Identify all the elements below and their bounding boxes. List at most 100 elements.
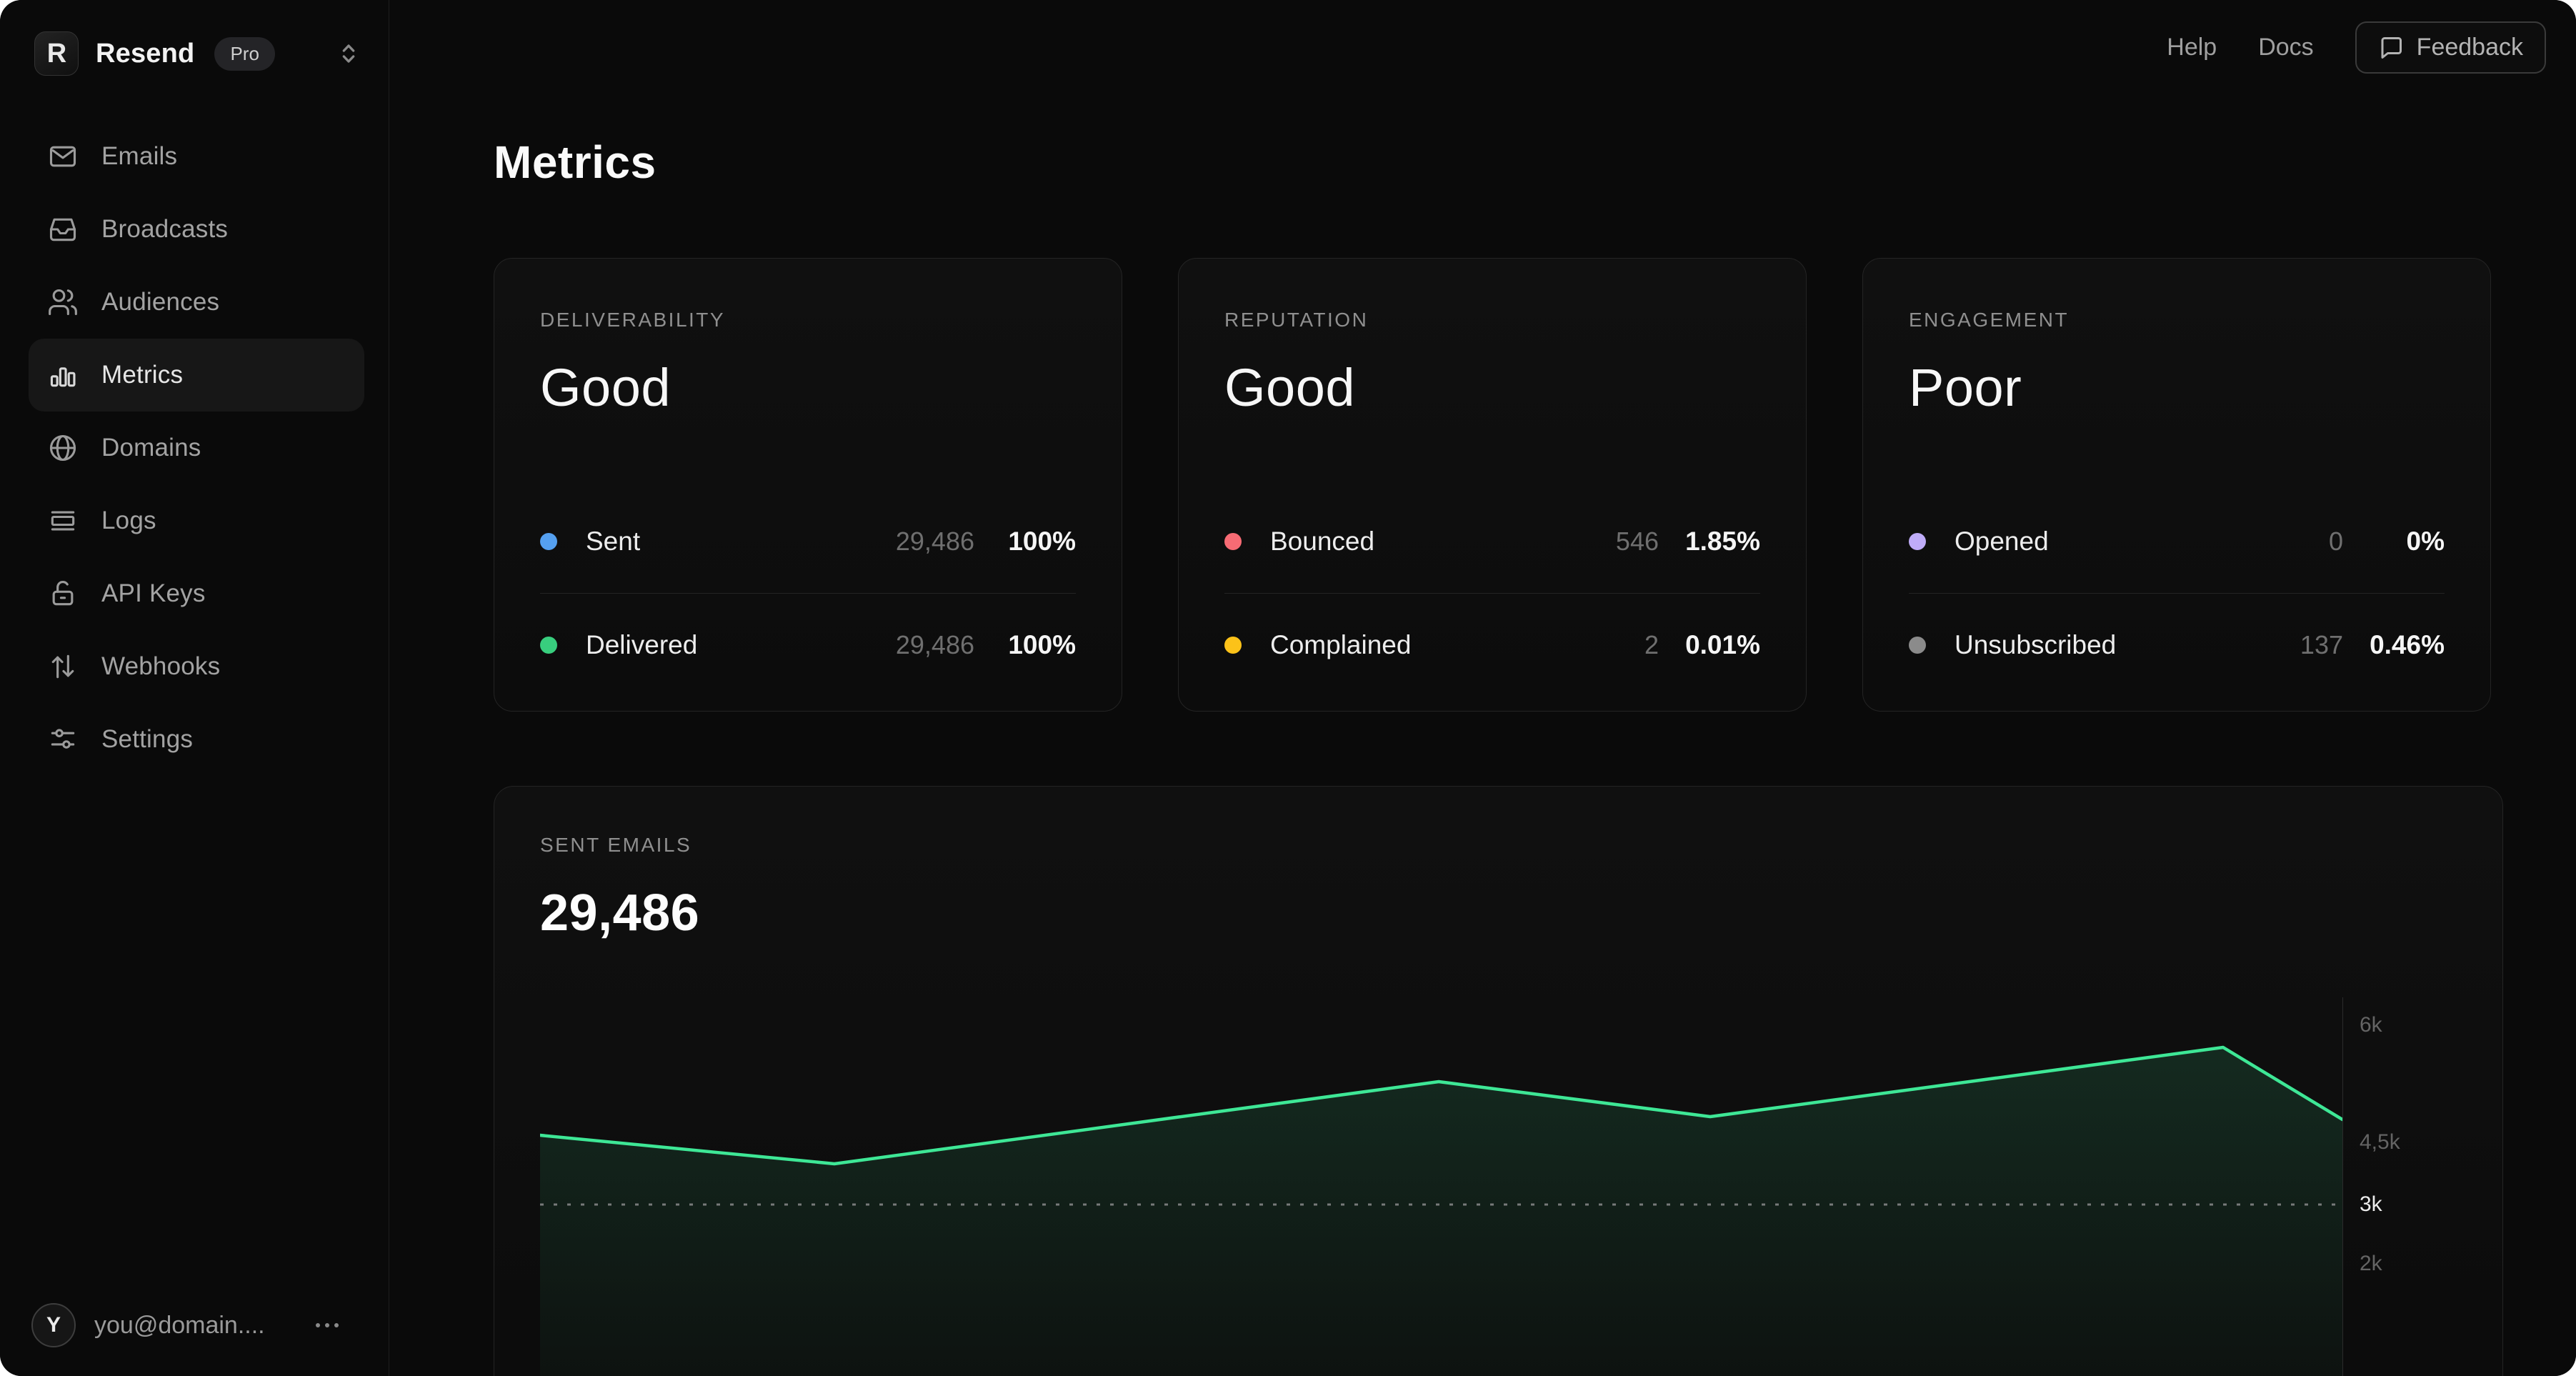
help-link[interactable]: Help [2167,34,2217,61]
resend-logo: R [34,31,79,76]
avatar-initial: Y [46,1313,61,1337]
sidebar-item-metrics[interactable]: Metrics [29,339,364,412]
metric-row-delivered: Delivered 29,486 100% [540,613,1076,677]
sidebar-item-domains[interactable]: Domains [29,412,364,484]
engagement-card: ENGAGEMENT Poor Opened 0 0% Unsubscribed [1862,258,2491,712]
sliders-icon [47,724,79,755]
unfold-chevrons-icon[interactable] [334,39,363,68]
chart-area-fill [540,1047,2342,1376]
sidebar-item-settings[interactable]: Settings [29,703,364,776]
feedback-button[interactable]: Feedback [2355,21,2546,74]
ellipsis-icon[interactable] [309,1316,346,1335]
metric-count: 29,486 [895,527,974,556]
y-axis-ticks: 6k 4,5k 3k 2k [2360,997,2488,1376]
card-category: REPUTATION [1224,309,1369,331]
sidebar-item-api-keys[interactable]: API Keys [29,557,364,630]
topbar: Help Docs Feedback [2167,21,2546,74]
bar-chart-icon [47,359,79,391]
metric-label: Sent [586,527,641,556]
metric-count: 29,486 [895,630,974,659]
bounced-dot [1224,533,1242,550]
sidebar-item-label: API Keys [101,579,206,607]
card-category: ENGAGEMENT [1909,309,2070,331]
y-axis-tick: 6k [2360,1013,2382,1037]
metric-row-sent: Sent 29,486 100% [540,509,1076,574]
sidebar-item-logs[interactable]: Logs [29,484,364,557]
chart-category: SENT EMAILS [540,834,692,856]
arrows-up-down-icon [47,651,79,682]
reputation-card: REPUTATION Good Bounced 546 1.85% Compla… [1178,258,1807,712]
workspace-switcher[interactable]: R Resend Pro [34,31,363,76]
user-menu[interactable]: Y you@domain.... [31,1303,346,1347]
deliverability-card: DELIVERABILITY Good Sent 29,486 100% Del… [494,258,1122,712]
chart-total: 29,486 [540,884,700,942]
sidebar-item-label: Emails [101,142,178,170]
plan-badge: Pro [214,36,275,71]
resend-logo-glyph: R [46,38,66,69]
metric-label: Delivered [586,630,698,659]
metric-percent: 0% [2406,527,2445,556]
stat-cards: DELIVERABILITY Good Sent 29,486 100% Del… [494,258,2491,712]
sent-dot [540,533,557,550]
sidebar-item-label: Domains [101,434,201,462]
y-axis-line [2342,997,2343,1376]
envelope-icon [47,141,79,172]
sidebar-item-broadcasts[interactable]: Broadcasts [29,193,364,266]
globe-icon [47,432,79,464]
brand-name: Resend [96,38,195,69]
page-title: Metrics [494,136,657,188]
chart-line [540,1045,2342,1166]
metric-label: Unsubscribed [1955,630,2117,659]
sent-emails-card: SENT EMAILS 29,486 [494,786,2503,1376]
metric-row-complained: Complained 2 0.01% [1224,613,1760,677]
metric-rows: Bounced 546 1.85% Complained 2 0.01% [1224,509,1760,677]
sidebar-item-label: Webhooks [101,652,221,680]
sent-emails-chart [540,1045,2342,1376]
card-status: Good [1224,358,1356,417]
metric-row-unsubscribed: Unsubscribed 137 0.46% [1909,613,2445,677]
feedback-label: Feedback [2416,34,2523,61]
rows-icon [47,505,79,537]
main-content: Help Docs Feedback Metrics DELIVERABILIT… [389,0,2576,1376]
lock-icon [47,578,79,609]
complained-dot [1224,637,1242,654]
sidebar-item-webhooks[interactable]: Webhooks [29,630,364,703]
sidebar-item-label: Broadcasts [101,215,229,243]
metric-row-opened: Opened 0 0% [1909,509,2445,574]
sent-emails-plot [540,997,2342,1376]
card-status: Poor [1909,358,2022,417]
divider [1909,593,2445,594]
speech-bubble-icon [2378,35,2404,61]
metric-percent: 100% [1008,527,1076,556]
y-axis-tick: 4,5k [2360,1130,2400,1154]
divider [540,593,1076,594]
users-icon [47,286,79,318]
metric-count: 0 [2328,527,2343,556]
metric-count: 2 [1644,630,1659,659]
sidebar: R Resend Pro Emails [0,0,389,1376]
sidebar-item-emails[interactable]: Emails [29,120,364,193]
sidebar-item-audiences[interactable]: Audiences [29,266,364,339]
metric-row-bounced: Bounced 546 1.85% [1224,509,1760,574]
metric-label: Bounced [1270,527,1375,556]
metric-percent: 1.85% [1685,527,1760,556]
user-email: you@domain.... [94,1311,265,1339]
metric-percent: 0.01% [1685,630,1760,659]
sidebar-item-label: Metrics [101,361,184,389]
sidebar-item-label: Logs [101,507,156,534]
unsubscribed-dot [1909,637,1926,654]
metric-label: Opened [1955,527,2049,556]
metric-rows: Opened 0 0% Unsubscribed 137 0.46% [1909,509,2445,677]
avatar: Y [31,1303,76,1347]
metric-label: Complained [1270,630,1412,659]
sidebar-item-label: Settings [101,725,194,753]
card-category: DELIVERABILITY [540,309,726,331]
metric-percent: 0.46% [2370,630,2445,659]
docs-link[interactable]: Docs [2258,34,2314,61]
sidebar-nav: Emails Broadcasts Audiences [29,120,364,776]
metric-count: 546 [1615,527,1659,556]
divider [1224,593,1760,594]
delivered-dot [540,637,557,654]
